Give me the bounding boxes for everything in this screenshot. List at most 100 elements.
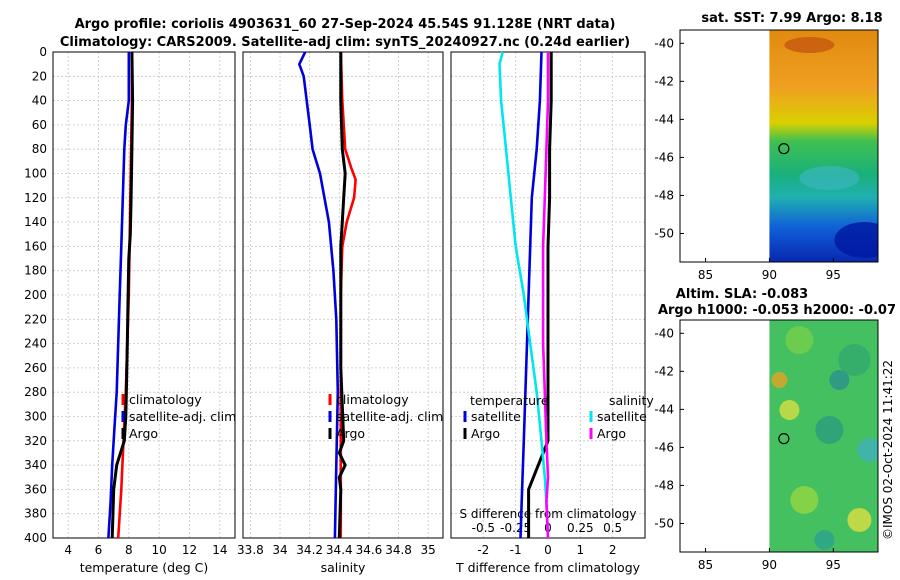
cool-patch	[799, 166, 860, 190]
series-line	[110, 51, 135, 539]
cold-patch	[834, 222, 878, 258]
x-tick-label: 35	[421, 543, 436, 557]
salinity-panel: 33.8 34 34.2 34.4 34.6 34.8 35 salinity climatol…	[237, 51, 444, 575]
y-tick-label: 340	[24, 458, 47, 472]
sla-blob	[779, 400, 800, 420]
series-line	[541, 52, 550, 539]
top-tick-label: -0.25	[500, 521, 531, 535]
map-y-tick-label: -44	[654, 402, 674, 416]
panel-frame	[242, 51, 444, 539]
map-y-tick-label: -48	[654, 478, 674, 492]
x-tick-label: 34.2	[296, 543, 323, 557]
copyright-stamp: ©IMOS 02-Oct-2024 11:41:22	[881, 360, 895, 540]
series-line	[107, 52, 131, 539]
x-tick-label: 6	[95, 543, 103, 557]
series-line	[337, 52, 347, 539]
x-tick-label: 8	[125, 543, 133, 557]
sla-blob	[847, 508, 872, 532]
y-tick-label: 300	[24, 410, 47, 424]
legend-label: Argo	[597, 426, 626, 441]
sla-blob	[829, 370, 850, 390]
top-tick-label: 0.25	[567, 521, 594, 535]
x-axis-label: T difference from climatology	[455, 560, 641, 575]
map-x-tick-label: 90	[762, 268, 777, 282]
map-x-tick-label: 95	[826, 558, 841, 572]
figure-title-line2: Climatology: CARS2009. Satellite-adj cli…	[60, 35, 630, 50]
map-y-tick-label: -40	[654, 36, 674, 50]
sla-blob	[814, 530, 835, 550]
x-tick-label: -2	[477, 543, 489, 557]
top-tick-label: -0.5	[472, 521, 495, 535]
map-y-tick-label: -46	[654, 440, 674, 454]
y-tick-label: 320	[24, 434, 47, 448]
x-tick-label: 0	[544, 543, 552, 557]
map-field	[769, 320, 878, 552]
legend-title: temperature	[470, 393, 549, 408]
y-tick-label: 200	[24, 288, 47, 302]
map-frame	[679, 29, 879, 263]
map-y-tick-label: -42	[654, 74, 674, 88]
map-y-tick-label: -46	[654, 150, 674, 164]
legend-label: satellite	[471, 409, 521, 424]
map-x-tick-label: 90	[762, 558, 777, 572]
sla-blob	[771, 372, 788, 388]
temperature-panel: 4 6 8 10 12 140204060801001201401601802002202…	[24, 45, 236, 575]
legend-label: Argo	[471, 426, 500, 441]
y-tick-label: 100	[24, 167, 47, 181]
top-tick-label: 0.5	[603, 521, 622, 535]
x-tick-label: -1	[510, 543, 522, 557]
y-tick-label: 260	[24, 361, 47, 375]
y-tick-label: 220	[24, 312, 47, 326]
x-tick-label: 1	[577, 543, 585, 557]
sla-blob	[838, 344, 871, 376]
series-line	[297, 51, 340, 539]
legend-label: climatology	[336, 392, 409, 407]
y-tick-label: 20	[32, 69, 47, 83]
legend-label: satellite-adj. clim	[129, 409, 236, 424]
y-tick-label: 180	[24, 264, 47, 278]
sla-blob	[790, 486, 819, 514]
map-x-tick-label: 85	[698, 558, 713, 572]
map-subtitle: Argo h1000: -0.053 h2000: -0.07	[658, 303, 896, 318]
x-tick-label: 34.4	[326, 543, 353, 557]
map-y-tick-label: -40	[654, 326, 674, 340]
panel-frame	[52, 51, 236, 539]
x-tick-label: 34	[272, 543, 287, 557]
y-tick-label: 140	[24, 215, 47, 229]
y-tick-label: 380	[24, 507, 47, 521]
x-tick-label: 34.6	[356, 543, 383, 557]
legend-label: satellite	[597, 409, 647, 424]
series-line	[519, 51, 543, 539]
map-x-tick-label: 85	[698, 268, 713, 282]
legend-label: climatology	[129, 392, 202, 407]
x-tick-label: 12	[182, 543, 197, 557]
warm-patch	[784, 37, 835, 53]
legend-title: salinity	[609, 393, 654, 408]
y-tick-label: 0	[39, 45, 47, 59]
map-frame	[679, 319, 879, 553]
sla-blob	[785, 326, 814, 354]
map-y-tick-label: -42	[654, 364, 674, 378]
difference-panel: -2 -1 0 1 2-0.5 -0.25 0 0.25 0.5S difference fro…	[450, 51, 654, 575]
map-y-tick-label: -44	[654, 112, 674, 126]
y-tick-label: 360	[24, 482, 47, 496]
y-tick-label: 60	[32, 118, 47, 132]
series-line	[498, 51, 550, 539]
y-tick-label: 280	[24, 385, 47, 399]
profile-location-marker	[778, 143, 790, 155]
map-title: Altim. SLA: -0.083	[676, 287, 808, 302]
legend-label: satellite-adj. clim	[336, 409, 443, 424]
y-tick-label: 40	[32, 94, 47, 108]
x-tick-label: 2	[609, 543, 617, 557]
map-y-tick-label: -50	[654, 516, 674, 530]
y-tick-label: 80	[32, 142, 47, 156]
map-y-tick-label: -50	[654, 226, 674, 240]
y-tick-label: 240	[24, 337, 47, 351]
y-tick-label: 160	[24, 239, 47, 253]
map-title: sat. SST: 7.99 Argo: 8.18	[701, 11, 882, 26]
map-y-tick-label: -48	[654, 188, 674, 202]
series-line	[527, 52, 553, 538]
sst-map: sat. SST: 7.99 Argo: 8.18 85 90 95 -40 -42 -44…	[654, 11, 882, 282]
sla-blob	[815, 416, 844, 444]
